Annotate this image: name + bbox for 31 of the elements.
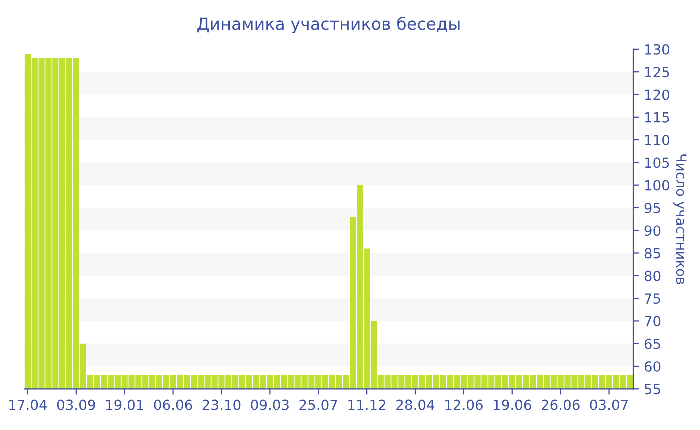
x-tick-label: 25.07 (300, 400, 338, 410)
x-tick-label: 19.01 (106, 400, 144, 410)
y-tick-label: 75 (645, 294, 660, 304)
y-tick-label: 125 (645, 67, 670, 78)
x-tick-label: 26.06 (542, 400, 580, 410)
y-tick-label: 105 (645, 158, 670, 168)
x-tick-label: 03.09 (57, 400, 96, 410)
x-tick-label: 19.06 (494, 400, 532, 410)
y-tick-label: 120 (645, 90, 670, 100)
y-tick-label: 100 (645, 180, 670, 191)
y-tick-label: 95 (644, 202, 660, 214)
y-tick-label: 60 (644, 361, 661, 372)
y-tick-label: 55 (644, 384, 660, 395)
x-tick-label: 23.10 (202, 400, 241, 410)
y-tick-label: 90 (644, 226, 661, 236)
chart-title: Динамика участников беседы (198, 17, 460, 34)
y-tick-label: 115 (645, 112, 670, 123)
x-tick-label: 03.07 (590, 400, 628, 410)
y-tick-label: 65 (644, 338, 660, 350)
x-tick-label: 17.04 (10, 400, 48, 410)
y-tick-label: 80 (644, 270, 661, 282)
y-tick-label: 85 (644, 248, 660, 259)
y-tick-label: 130 (645, 44, 670, 55)
y-axis-title: Число участников (674, 154, 687, 284)
x-tick-label: 12.06 (446, 400, 483, 410)
x-tick-label: 06.06 (154, 400, 192, 410)
y-tick-label: 110 (645, 135, 670, 146)
y-tick-label: 70 (645, 316, 661, 327)
x-tick-label: 28.04 (396, 400, 435, 410)
x-tick-label: 09.03 (251, 400, 289, 410)
x-tick-label: 11.12 (348, 400, 386, 410)
